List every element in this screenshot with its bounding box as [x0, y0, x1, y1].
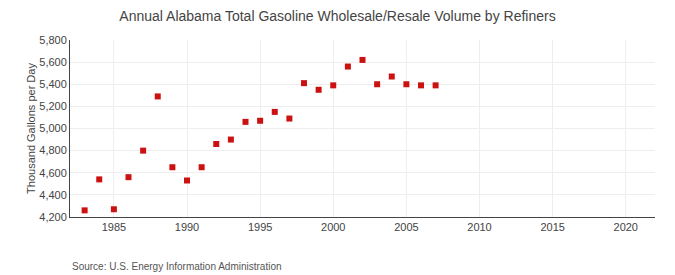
svg-text:2010: 2010 — [467, 221, 491, 233]
svg-text:5,000: 5,000 — [39, 122, 67, 134]
svg-text:1995: 1995 — [248, 221, 272, 233]
svg-text:5,600: 5,600 — [39, 56, 67, 68]
svg-text:2000: 2000 — [321, 221, 345, 233]
svg-text:4,200: 4,200 — [39, 211, 67, 223]
svg-text:2005: 2005 — [394, 221, 418, 233]
svg-text:Source: U.S. Energy Informatio: Source: U.S. Energy Information Administ… — [72, 261, 282, 272]
svg-text:5,800: 5,800 — [39, 34, 67, 46]
svg-text:2015: 2015 — [540, 221, 564, 233]
svg-text:1990: 1990 — [175, 221, 199, 233]
svg-text:2020: 2020 — [614, 221, 638, 233]
svg-text:4,400: 4,400 — [39, 189, 67, 201]
svg-text:1985: 1985 — [102, 221, 126, 233]
svg-text:Annual Alabama Total Gasoline: Annual Alabama Total Gasoline Wholesale/… — [119, 8, 555, 24]
svg-text:5,400: 5,400 — [39, 78, 67, 90]
svg-text:4,600: 4,600 — [39, 167, 67, 179]
svg-text:5,200: 5,200 — [39, 100, 67, 112]
svg-text:Thousand Gallons per Day: Thousand Gallons per Day — [25, 63, 37, 194]
svg-text:4,800: 4,800 — [39, 144, 67, 156]
